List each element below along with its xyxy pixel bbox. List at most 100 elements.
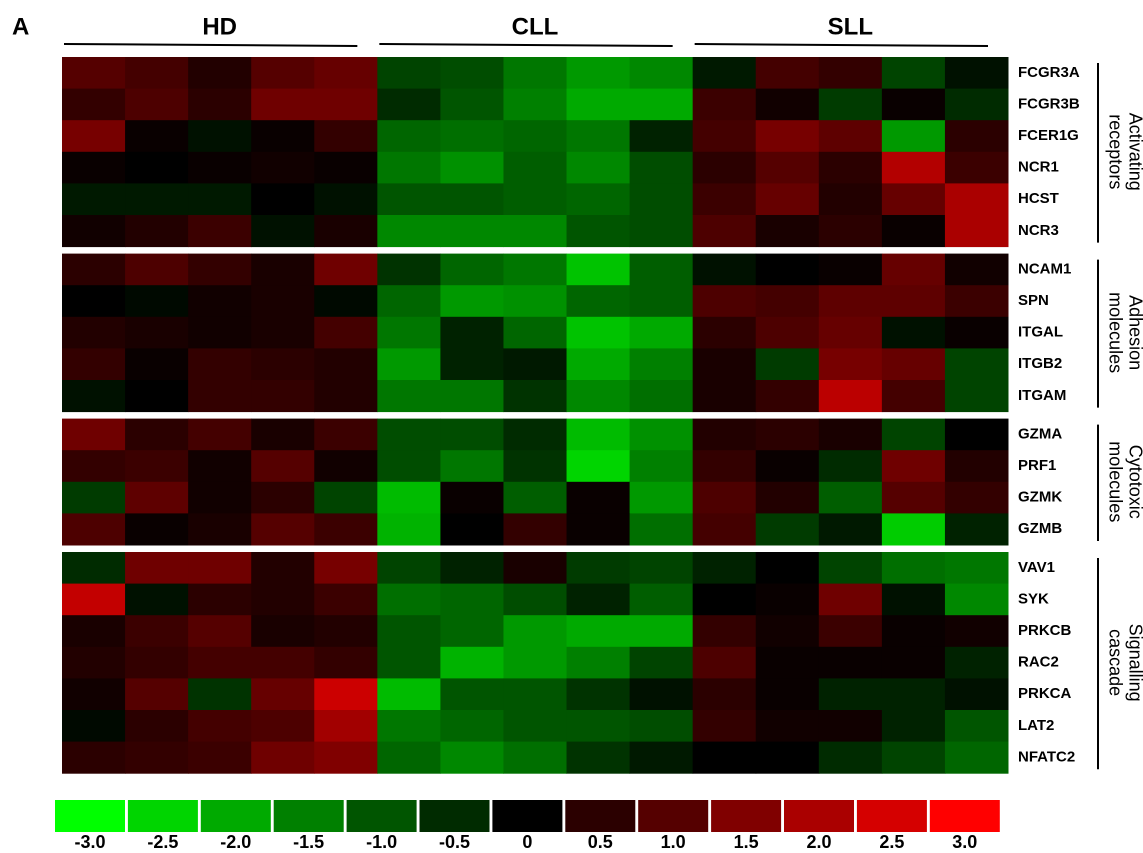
heatmap-cell (629, 646, 694, 679)
heatmap-cell (188, 678, 252, 711)
heatmap-cell (440, 151, 504, 184)
colorbar-tick-label: -0.5 (439, 832, 470, 852)
heatmap-cell (503, 57, 568, 90)
heatmap-cell (125, 215, 189, 248)
heatmap-cell (377, 678, 441, 711)
colorbar-swatch (419, 800, 490, 832)
heatmap-cell (881, 57, 946, 90)
row-label: HCST (1018, 190, 1059, 207)
heatmap-cell (692, 348, 757, 381)
heatmap-cell (755, 741, 820, 774)
heatmap-cell (377, 583, 441, 616)
heatmap-cell (314, 253, 378, 286)
heatmap-cell (188, 418, 252, 451)
column-group-label: HD (202, 13, 237, 40)
row-group-label-line: Activating (1125, 113, 1143, 191)
heatmap-cell (440, 646, 504, 679)
heatmap-cell (818, 57, 883, 90)
heatmap-cell (125, 615, 189, 648)
heatmap-cell (566, 120, 631, 153)
heatmap-cell (881, 583, 946, 616)
heatmap-cell (566, 615, 631, 648)
heatmap-cell (755, 120, 820, 153)
heatmap-cell (881, 285, 946, 318)
heatmap-cell (881, 552, 946, 585)
heatmap-cell (62, 646, 126, 679)
row-label: GZMK (1018, 489, 1062, 506)
heatmap-cell (188, 380, 252, 413)
colorbar-tick-label: 3.0 (952, 832, 977, 852)
heatmap-cell (251, 552, 315, 585)
row-label: LAT2 (1018, 717, 1054, 734)
heatmap-cell (944, 120, 1009, 153)
heatmap-cell (314, 151, 378, 184)
heatmap-cell (188, 741, 252, 774)
heatmap-cell (629, 418, 694, 451)
heatmap-cell (692, 183, 757, 216)
heatmap-cell (314, 646, 378, 679)
heatmap-cell (440, 348, 504, 381)
row-group-label-line: receptors (1105, 114, 1125, 189)
heatmap-cell (944, 678, 1009, 711)
heatmap-cell (692, 253, 757, 286)
row-label: GZMA (1018, 425, 1062, 442)
heatmap-cell (251, 513, 315, 546)
heatmap-cell (944, 481, 1009, 514)
heatmap-cell (944, 646, 1009, 679)
heatmap-cell (566, 710, 631, 743)
column-group-line (63, 43, 358, 47)
heatmap-cell (629, 88, 694, 121)
heatmap-cell (125, 646, 189, 679)
heatmap-cell (692, 583, 757, 616)
heatmap-cell (440, 552, 504, 585)
heatmap-cell (944, 418, 1009, 451)
heatmap-cell (503, 450, 568, 483)
heatmap-cell (251, 57, 315, 90)
heatmap-cell (125, 741, 189, 774)
heatmap-cell (755, 552, 820, 585)
heatmap-cell (881, 380, 946, 413)
heatmap-cell (503, 380, 568, 413)
heatmap-cell (881, 215, 946, 248)
heatmap-cell (251, 615, 315, 648)
heatmap-cell (62, 481, 126, 514)
heatmap-cell (755, 348, 820, 381)
heatmap-cell (692, 418, 757, 451)
colorbar-swatch (492, 800, 563, 832)
heatmap-cell (440, 88, 504, 121)
heatmap-cell (944, 513, 1009, 546)
heatmap-cell (629, 316, 694, 349)
heatmap-cell (818, 215, 883, 248)
heatmap-cell (755, 183, 820, 216)
heatmap-cell (188, 120, 252, 153)
heatmap-cell (503, 348, 568, 381)
heatmap-cell (944, 88, 1009, 121)
heatmap-cell (881, 151, 946, 184)
heatmap-cell (62, 741, 126, 774)
row-group-label-line: Signalling (1125, 624, 1143, 702)
heatmap-cell (881, 481, 946, 514)
heatmap-cell (629, 57, 694, 90)
colorbar-tick-label: 0.5 (588, 832, 613, 852)
heatmap-cell (62, 57, 126, 90)
heatmap-cell (944, 57, 1009, 90)
heatmap-cell (818, 481, 883, 514)
heatmap-cell (125, 57, 189, 90)
heatmap-cell (314, 450, 378, 483)
heatmap-cell (377, 741, 441, 774)
heatmap-cell (377, 120, 441, 153)
heatmap-cell (755, 380, 820, 413)
heatmap-cell (188, 183, 252, 216)
heatmap-cell (566, 481, 631, 514)
heatmap-cell (629, 615, 694, 648)
heatmap-cell (440, 418, 504, 451)
heatmap-cell (62, 450, 126, 483)
heatmap-cell (188, 615, 252, 648)
heatmap-cell (125, 418, 189, 451)
heatmap-cell (755, 710, 820, 743)
heatmap-cell (125, 348, 189, 381)
heatmap-cell (440, 380, 504, 413)
row-group-label-line: Cytotoxic (1125, 445, 1143, 519)
